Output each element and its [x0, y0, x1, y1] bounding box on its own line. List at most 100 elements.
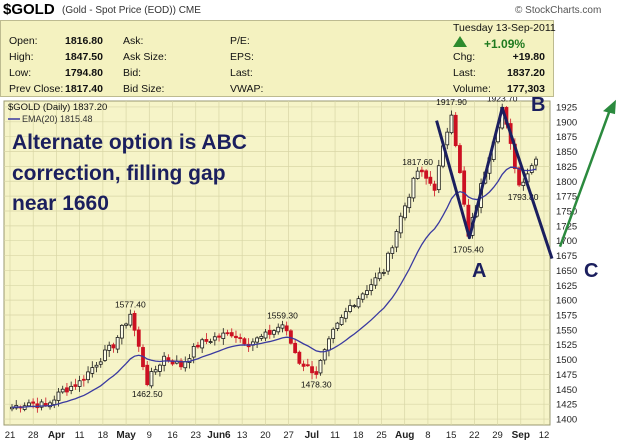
candlestick	[153, 365, 158, 375]
candlestick	[98, 357, 103, 368]
candle-body	[407, 196, 412, 209]
candlestick	[381, 268, 386, 277]
candlestick	[424, 169, 429, 185]
candlestick	[124, 322, 128, 329]
candle-body	[111, 344, 116, 349]
candle-body	[200, 339, 205, 349]
candlestick	[208, 338, 213, 344]
candle-body	[238, 337, 243, 339]
candle-body	[136, 329, 141, 347]
candle-body	[386, 252, 390, 272]
chart-area: 1400 1425 1450 1475 1500 1525 1550 1575 1600 1625…	[0, 97, 625, 448]
price-annotation: 1705.40	[453, 244, 484, 254]
candlestick	[305, 358, 310, 368]
candle-body	[204, 339, 209, 342]
candlestick	[386, 251, 390, 275]
candle-body	[517, 167, 521, 186]
chart-header: $GOLD (Gold - Spot Price (EOD)) CME © St…	[0, 0, 625, 20]
price-annotation: 1923.70	[487, 97, 518, 104]
green-up-arrow-line	[558, 106, 613, 248]
y-tick-label: 1500	[556, 355, 577, 366]
candlestick	[394, 229, 399, 253]
candle-body	[411, 177, 416, 199]
candlestick	[69, 381, 74, 395]
x-tick-label: Jun6	[207, 430, 231, 441]
y-tick-label: 1850	[556, 147, 577, 158]
candlestick	[529, 163, 534, 175]
x-tick-label: 13	[237, 430, 248, 441]
candle-body	[183, 361, 188, 369]
wave-label-b: B	[531, 97, 545, 116]
y-tick-label: 1825	[556, 162, 577, 173]
y-tick-label: 1750	[556, 206, 577, 217]
candlestick	[521, 178, 526, 191]
candle-body	[145, 364, 150, 386]
candlestick	[322, 348, 327, 365]
candlestick	[415, 167, 420, 180]
annotation-text-line-3: near 1660	[12, 192, 109, 215]
candle-body	[107, 344, 112, 351]
candlestick	[65, 383, 69, 396]
candlestick	[204, 333, 209, 345]
open-value: 1816.80	[65, 35, 103, 47]
candlestick	[301, 360, 306, 372]
x-tick-label: Jul	[305, 430, 320, 441]
candle-body	[449, 114, 454, 134]
candlestick	[212, 332, 217, 346]
candle-body	[90, 367, 95, 374]
y-tick-label: 1700	[556, 236, 577, 247]
x-tick-label: Aug	[395, 430, 414, 441]
last-label-mid: Last:	[230, 67, 253, 79]
candle-body	[132, 313, 137, 331]
candle-body	[301, 363, 306, 367]
candlestick	[111, 342, 116, 353]
candle-body	[73, 384, 78, 387]
candle-body	[221, 332, 226, 339]
bid-label: Bid:	[123, 67, 142, 79]
y-tick-label: 1900	[556, 117, 577, 128]
price-chart: 1400142514501475150015251550157516001625…	[3, 97, 616, 441]
price-annotation: 1793.80	[508, 192, 539, 202]
candle-body	[398, 215, 403, 234]
candle-body	[31, 401, 36, 404]
candle-body	[56, 391, 61, 401]
wave-label-c: C	[584, 260, 598, 282]
candlestick	[343, 307, 348, 323]
candlestick	[373, 272, 378, 289]
candlestick	[428, 171, 433, 186]
x-tick-label: 11	[75, 430, 85, 441]
pe-label: P/E:	[230, 35, 250, 47]
candlestick	[369, 278, 374, 296]
candle-body	[310, 366, 314, 374]
candle-body	[352, 305, 357, 308]
candle-body	[432, 183, 437, 191]
candle-body	[381, 271, 386, 274]
candle-body	[377, 272, 382, 280]
candle-body	[69, 385, 74, 391]
x-tick-label: 28	[28, 430, 39, 441]
candle-body	[390, 247, 395, 254]
x-tick-label: Apr	[48, 430, 65, 441]
volume-value: 177,303	[507, 83, 545, 95]
candle-body	[394, 231, 399, 248]
candlestick	[234, 330, 238, 343]
quote-date: Tuesday 13-Sep-2011	[453, 22, 556, 34]
candle-body	[196, 344, 200, 348]
candlestick	[217, 333, 221, 342]
candlestick	[403, 202, 407, 221]
x-tick-label: 18	[98, 430, 109, 441]
candlestick	[107, 341, 112, 357]
abc-correction-line	[435, 106, 554, 260]
symbol-description: (Gold - Spot Price (EOD)) CME	[62, 5, 201, 16]
price-annotation: 1462.50	[132, 389, 163, 399]
candle-body	[284, 325, 289, 332]
high-value: 1847.50	[65, 51, 103, 63]
candlestick	[407, 193, 412, 213]
candlestick	[297, 350, 302, 366]
candle-body	[436, 165, 441, 191]
candlestick	[432, 180, 437, 197]
candlestick	[225, 329, 230, 336]
candle-body	[280, 324, 285, 329]
candle-body	[52, 399, 57, 405]
candlestick	[221, 328, 226, 345]
